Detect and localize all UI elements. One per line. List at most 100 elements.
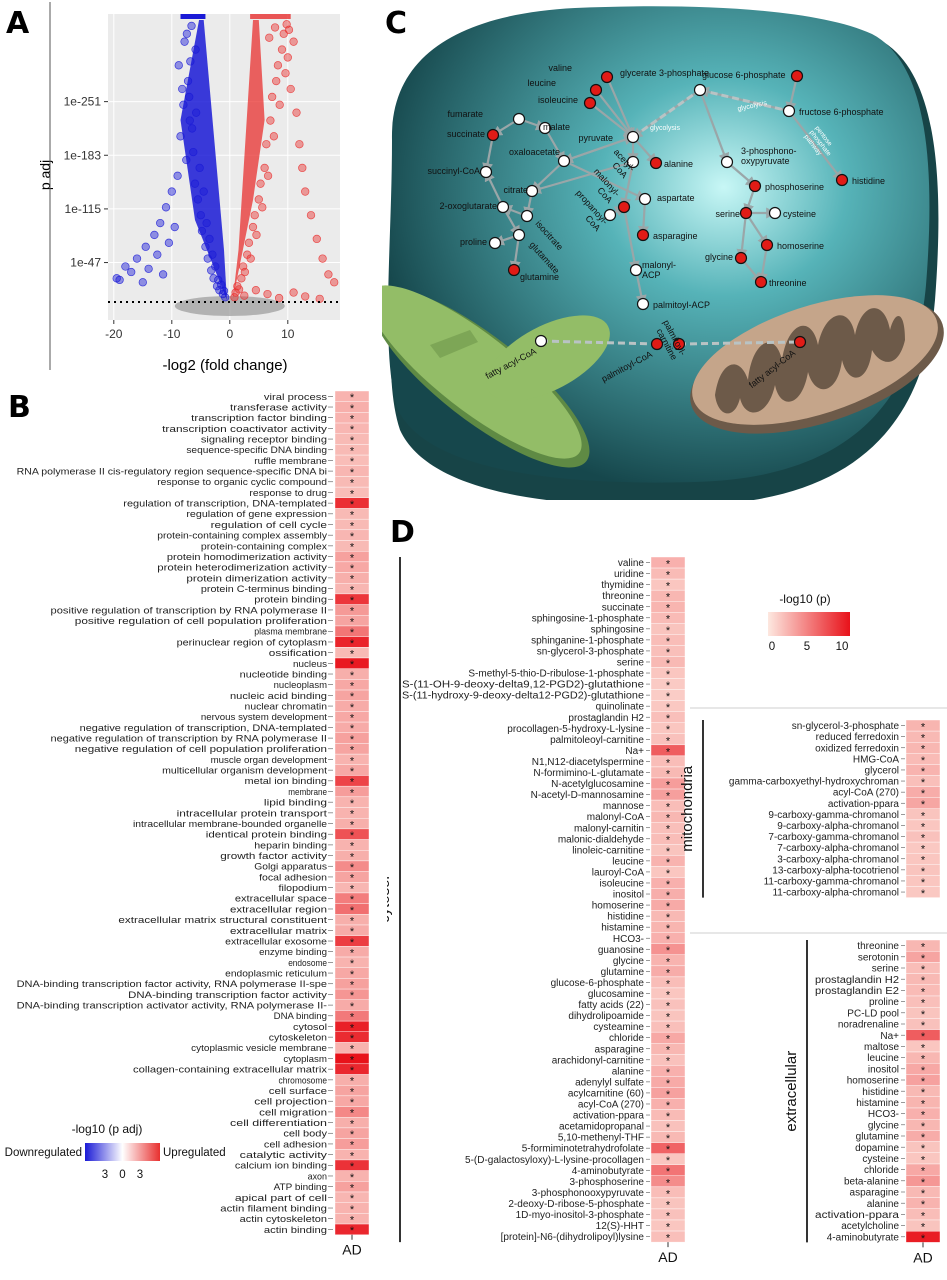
volcano-point — [306, 211, 316, 220]
go-heatmap-star: * — [350, 1108, 355, 1120]
volcano-point — [176, 132, 185, 141]
volcano-point — [153, 250, 162, 259]
metabolite-heatmap-star: * — [921, 821, 926, 833]
volcano-point — [187, 124, 197, 133]
go-term-label: cell surface — [269, 1086, 327, 1096]
go-term-label: cell adhesion — [264, 1139, 327, 1149]
metabolite-heatmap-star: * — [921, 766, 926, 778]
metabolite-label: N-acetyl-D-mannosamine — [531, 790, 645, 801]
metabolite-label: asparagine — [595, 1044, 645, 1055]
go-term-label: filopodium — [279, 883, 328, 893]
go-heatmap-star: * — [350, 478, 355, 490]
go-heatmap-star: * — [350, 702, 355, 714]
go-heatmap-star: * — [350, 980, 355, 992]
go-term-label: protein homodimerization activity — [167, 552, 327, 562]
go-term-label: cytoplasmic vesicle membrane — [191, 1043, 327, 1053]
metabolite-node — [534, 334, 548, 348]
go-term-label: viral process — [264, 392, 327, 402]
metabolite-label: 12(S)-HHT — [596, 1221, 644, 1232]
metabolite-label: chloride — [864, 1165, 899, 1176]
go-term-label: growth factor activity — [220, 851, 327, 861]
volcano-point — [186, 57, 195, 66]
go-heatmap-star: * — [350, 574, 355, 586]
metabolite-heatmap-star: * — [921, 1121, 926, 1133]
go-term-label: metal ion binding — [245, 776, 327, 786]
volcano-point — [272, 76, 281, 86]
volcano-x-tick-label: 0 — [226, 327, 233, 341]
go-heatmap-star: * — [350, 841, 355, 853]
go-legend-colorbar — [85, 1143, 160, 1161]
metabolite-node-label: serine — [715, 209, 740, 219]
metabolite-label: lauroyl-CoA — [592, 867, 645, 878]
pathway-edge — [482, 134, 495, 175]
volcano-point — [192, 108, 201, 117]
volcano-point — [182, 155, 191, 165]
metabolite-label: glycine — [868, 1120, 900, 1131]
metabolite-label: 2-deoxy-D-ribose-5-phosphate — [508, 1199, 644, 1210]
metabolite-label: cysteine — [862, 1154, 899, 1165]
go-term-label: ATP binding — [274, 1182, 327, 1192]
go-heatmap-star: * — [350, 595, 355, 607]
volcano-point — [274, 293, 284, 303]
metabolite-node-label: threonine — [769, 278, 807, 288]
metabolite-label: thymidine — [601, 580, 644, 591]
volcano-saturated-up — [250, 14, 291, 19]
go-heatmap-star: * — [350, 1022, 355, 1034]
go-term-label: calcium ion binding — [235, 1161, 327, 1171]
metabolite-heatmap-star: * — [921, 1009, 926, 1021]
volcano-point — [256, 179, 265, 188]
metabolite-label: acylcarnitine (60) — [568, 1088, 644, 1099]
metabolite-heatmap-star: * — [666, 824, 671, 836]
pathway-edge — [788, 110, 844, 182]
metabolite-node-label: pyruvate — [578, 133, 613, 143]
metabolite-heatmap-star: * — [921, 777, 926, 789]
volcano-point — [263, 289, 272, 299]
metabolite-label: malonyl-CoA — [587, 812, 645, 823]
metabolite-heatmap-star: * — [666, 868, 671, 880]
metabolite-heatmap-star: * — [921, 888, 926, 900]
go-term-label: lipid binding — [264, 798, 327, 808]
volcano-x-tick-label: -10 — [163, 327, 181, 341]
metabolite-node — [479, 165, 493, 179]
volcano-point — [189, 147, 198, 157]
metabolite-node — [672, 337, 686, 351]
go-heatmap-star: * — [350, 1129, 355, 1141]
go-heatmap-star: * — [350, 734, 355, 746]
metabolite-node — [754, 275, 768, 289]
go-term-label: extracellular matrix structural constitu… — [118, 915, 327, 925]
metabolite-heatmap-star: * — [666, 890, 671, 902]
metabolite-heatmap-star: * — [666, 901, 671, 913]
metabolite-heatmap-star: * — [921, 855, 926, 867]
volcano-point — [199, 187, 208, 196]
metabolite-heatmap-star: * — [921, 1199, 926, 1211]
go-term-label: regulation of cell cycle — [211, 520, 327, 530]
go-term-label: protein C-terminus binding — [201, 584, 327, 594]
metabolite-heatmap-star: * — [921, 942, 926, 954]
go-heatmap-star: * — [350, 990, 355, 1002]
go-legend-down-label: Downregulated — [5, 1147, 82, 1159]
go-term-label: cell projection — [254, 1097, 327, 1107]
metabolite-label: histidine — [607, 912, 644, 923]
go-term-label: nucleoplasm — [274, 680, 328, 690]
go-heatmap-star: * — [350, 1097, 355, 1109]
go-heatmap-star: * — [350, 681, 355, 693]
pathway-transport-edge — [540, 339, 658, 346]
metabolite-label: sn-glycerol-3-phosphate — [792, 721, 900, 732]
go-heatmap-star: * — [350, 1033, 355, 1045]
volcano-point — [260, 163, 269, 173]
go-heatmap-star: * — [350, 435, 355, 447]
volcano-point — [252, 230, 261, 240]
go-heatmap-star: * — [350, 723, 355, 735]
go-heatmap-star: * — [350, 873, 355, 885]
metabolite-label: histidine — [862, 1087, 899, 1098]
metabolite-label: prostaglandin E2 — [815, 986, 899, 997]
metabolite-node — [693, 83, 707, 97]
go-term-label: intracellular membrane-bounded organelle — [133, 819, 327, 829]
go-heatmap-star: * — [350, 670, 355, 682]
go-term-label: regulation of gene expression — [186, 509, 327, 519]
go-term-label: signaling receptor binding — [201, 434, 327, 444]
go-term-label: transcription factor binding — [191, 413, 327, 423]
pathway-edge — [563, 134, 636, 163]
go-heatmap-star: * — [350, 745, 355, 757]
metabolite-heatmap-star: * — [921, 877, 926, 889]
